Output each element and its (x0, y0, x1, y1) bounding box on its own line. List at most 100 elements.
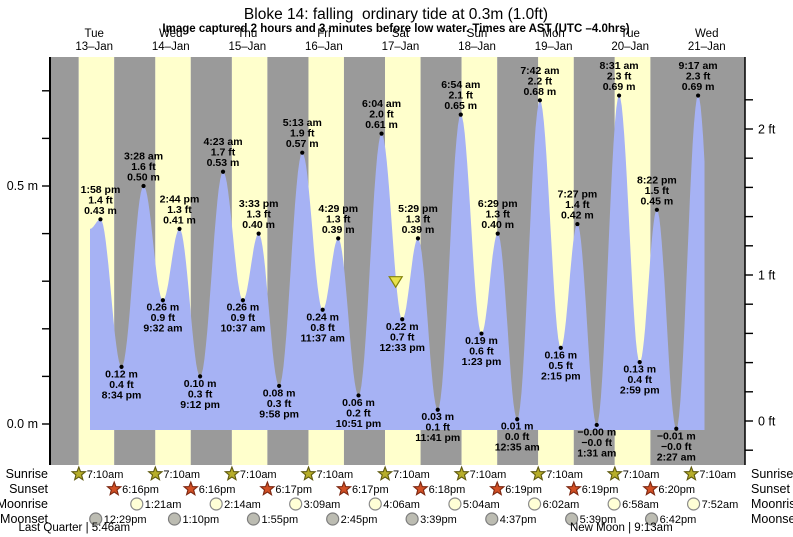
sunset-star-icon (412, 480, 429, 496)
day-date-label: 21–Jan (688, 41, 726, 53)
tide-event-dot (320, 307, 325, 312)
day-date-label: 13–Jan (75, 41, 113, 53)
tide-low-label-line: 11:41 pm (415, 432, 460, 444)
tide-low-label-line: 0.3 ft (267, 398, 292, 410)
sunset-time: 6:20pm (658, 484, 695, 496)
tide-high-label-line: 0.50 m (127, 172, 160, 184)
day-weekday-label: Tue (84, 28, 103, 40)
tide-low-label-line: 0.4 ft (109, 379, 134, 391)
tide-event-dot (637, 360, 642, 365)
moonset-moon-icon (167, 512, 182, 526)
tide-event-dot (198, 374, 203, 379)
sunset-star-icon (335, 480, 353, 496)
moonrise-moon-icon (368, 497, 382, 511)
left-axis-label: 0.5 m (7, 179, 38, 193)
tide-high-label-line: 1.3 ft (167, 204, 192, 216)
sunrise-star-icon (606, 465, 623, 481)
tide-high-label-line: 1.4 ft (565, 199, 590, 211)
row-label-moonrise-right: Moonrise (751, 497, 793, 511)
moonset-time: 1:10pm (182, 514, 219, 526)
sunrise-time: 7:10am (546, 469, 583, 481)
sunset-star-icon (489, 480, 506, 496)
moonrise-moon-icon (130, 497, 144, 511)
sunset-star-icon (259, 480, 276, 496)
tide-low-label-line: −0.0 ft (661, 441, 692, 453)
tide-high-label-line: 0.40 m (481, 219, 514, 231)
tide-low-label-line: 2:15 pm (541, 370, 581, 382)
tide-low-label-line: 0.16 m (544, 349, 577, 361)
sunset-star-icon (565, 480, 582, 496)
row-label-sunset-left: Sunset (9, 482, 48, 496)
day-date-label: 14–Jan (152, 41, 190, 53)
day-weekday-label: Tue (620, 28, 639, 40)
tide-high-label-line: 1.4 ft (88, 194, 113, 206)
day-weekday-label: Sat (392, 28, 410, 40)
tide-high-label-line: 6:54 am (441, 79, 480, 91)
moonset-time: 4:37pm (500, 514, 537, 526)
tide-high-label-line: 1.5 ft (645, 185, 670, 197)
tide-high-label-line: 0.69 m (603, 81, 636, 93)
tide-low-label-line: 0.08 m (263, 387, 296, 399)
tide-event-dot (379, 131, 384, 136)
tide-event-dot (654, 207, 659, 212)
tide-event-dot (435, 407, 440, 412)
tide-low-label-line: −0.01 m (657, 430, 696, 442)
sunrise-star-icon (683, 465, 700, 481)
right-axis-label: 2 ft (758, 123, 776, 137)
tide-high-label-line: 0.61 m (365, 119, 398, 131)
tide-high-label-line: 0.40 m (242, 219, 275, 231)
sunrise-star-icon (70, 465, 87, 481)
moonset-moon-icon (89, 512, 103, 526)
sunset-time: 6:17pm (275, 484, 312, 496)
tide-event-dot (256, 231, 261, 236)
row-label-sunset-right: Sunset (751, 482, 790, 496)
night-band (50, 57, 79, 465)
tide-event-dot (537, 98, 542, 103)
tide-low-label-line: 0.7 ft (390, 331, 415, 343)
moonrise-moon-icon (209, 497, 223, 511)
sunrise-time: 7:10am (623, 469, 660, 481)
tide-high-label-line: 4:29 pm (318, 203, 358, 215)
tide-high-label-line: 8:22 pm (637, 174, 677, 186)
tide-event-dot (458, 112, 463, 117)
tide-low-label-line: 9:12 pm (180, 399, 220, 411)
tide-event-dot (177, 226, 182, 231)
tide-low-label-line: 0.12 m (105, 368, 138, 380)
sunrise-time: 7:10am (699, 469, 736, 481)
sunset-time: 6:19pm (582, 484, 619, 496)
tide-area (90, 95, 705, 430)
tide-low-label-line: 0.22 m (386, 321, 419, 333)
moonset-moon-icon (246, 512, 261, 526)
moonrise-time: 7:52am (702, 499, 739, 511)
tide-high-label-line: 5:29 pm (398, 203, 438, 215)
moon-phase-label: Last Quarter | 5:46am (18, 522, 130, 534)
tide-low-label-line: 12:33 pm (379, 342, 425, 354)
tide-high-label-line: 0.39 m (402, 224, 435, 236)
moonset-time: 2:45pm (341, 514, 378, 526)
tide-low-label-line: 8:34 pm (102, 389, 142, 401)
tide-high-label-line: 1.6 ft (131, 161, 156, 173)
capture-time-marker-icon (388, 276, 404, 289)
sunrise-star-icon (300, 465, 317, 481)
tide-low-label-line: 0.5 ft (549, 360, 574, 372)
tide-high-label-line: 9:17 am (679, 60, 718, 72)
tide-low-label-line: 0.10 m (184, 378, 217, 390)
tide-high-label-line: 2.2 ft (528, 75, 553, 87)
sunrise-time: 7:10am (87, 469, 124, 481)
tide-high-label-line: 1:58 pm (81, 184, 121, 196)
tide-low-label-line: 0.03 m (421, 411, 454, 423)
moonset-moon-icon (326, 512, 340, 526)
sunset-time: 6:17pm (352, 484, 389, 496)
page-title: Bloke 14: falling ordinary tide at 0.3m … (244, 6, 548, 23)
moonset-time: 6:42pm (660, 514, 697, 526)
tide-low-label-line: 0.0 ft (505, 431, 530, 443)
tide-event-dot (515, 417, 520, 422)
moonset-moon-icon (485, 512, 499, 526)
tide-low-label-line: 0.24 m (306, 311, 339, 323)
tide-event-dot (119, 364, 124, 369)
tide-high-label-line: 2:44 pm (160, 193, 200, 205)
tide-event-dot (594, 422, 599, 428)
tide-event-dot (415, 236, 421, 241)
moonrise-time: 5:04am (463, 499, 500, 511)
row-label-sunrise-left: Sunrise (6, 467, 48, 481)
